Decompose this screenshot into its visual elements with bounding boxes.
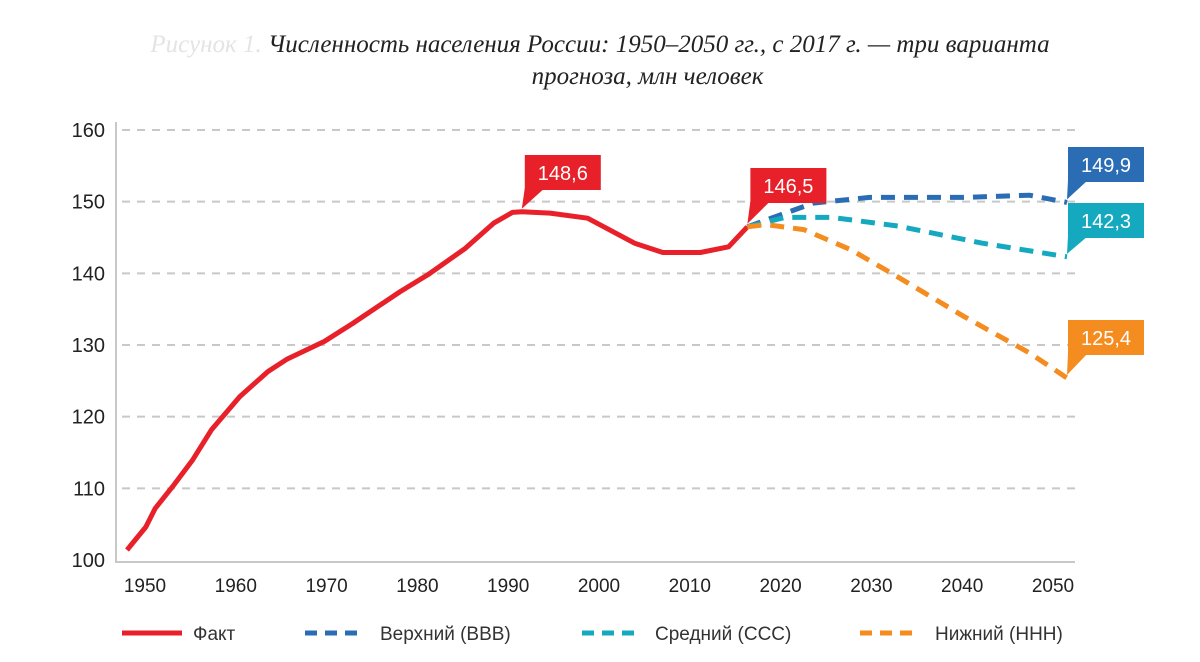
callout-pointer (747, 201, 771, 224)
callout-pointer (521, 188, 545, 209)
callout-label: 148,6 (538, 163, 588, 185)
callout-pointer (1067, 353, 1088, 375)
y-tick-label: 160 (72, 120, 105, 142)
chart-title-line-2: прогноза, млн человек (531, 63, 764, 90)
x-tick-label: 2010 (669, 576, 711, 597)
y-tick-label: 150 (72, 192, 105, 214)
x-tick-label: 2050 (1032, 576, 1074, 597)
callout-label: 125,4 (1081, 328, 1131, 350)
series-line-нижний (747, 222, 1069, 381)
y-tick-label: 130 (72, 335, 105, 357)
title-text: Численность населения России: 1950–2050 … (268, 31, 1050, 58)
x-tick-label: 2030 (850, 576, 892, 597)
y-tick-label: 100 (72, 550, 105, 572)
figure-number: Рисунок 1. (150, 31, 262, 58)
callout-box (750, 168, 827, 203)
series-line-верхний (746, 192, 1068, 230)
x-tick-label: 1960 (215, 576, 257, 597)
legend-label: Средний (ССС) (655, 624, 791, 645)
callout-box (1068, 147, 1144, 182)
callout-pointer (1067, 180, 1088, 200)
x-tick-label: 2020 (759, 576, 801, 597)
callout-label: 149,9 (1081, 155, 1131, 177)
y-tick-label: 140 (72, 263, 105, 285)
series-line-средний (746, 214, 1068, 260)
x-tick-label: 1990 (487, 576, 529, 597)
legend-label: Факт (193, 624, 236, 645)
callout-label: 142,3 (1081, 211, 1131, 233)
callout-box (524, 155, 601, 190)
y-tick-label: 120 (72, 407, 105, 429)
callout-box (1068, 203, 1144, 238)
x-tick-label: 1980 (396, 576, 438, 597)
series-line-факт (125, 209, 750, 552)
x-tick-label: 1970 (305, 576, 347, 597)
legend-label: Нижний (ННН) (935, 624, 1063, 645)
x-tick-label: 1950 (124, 576, 166, 597)
chart-title-line-1: Рисунок 1. Численность населения России:… (0, 29, 1200, 61)
x-tick-label: 2040 (941, 576, 983, 597)
callout-box (1068, 320, 1144, 355)
y-tick-label: 110 (73, 478, 105, 500)
legend-label: Верхний (ВВВ) (380, 624, 511, 645)
x-tick-label: 2000 (578, 576, 620, 597)
callout-pointer (1067, 236, 1088, 254)
callout-label: 146,5 (763, 176, 813, 198)
